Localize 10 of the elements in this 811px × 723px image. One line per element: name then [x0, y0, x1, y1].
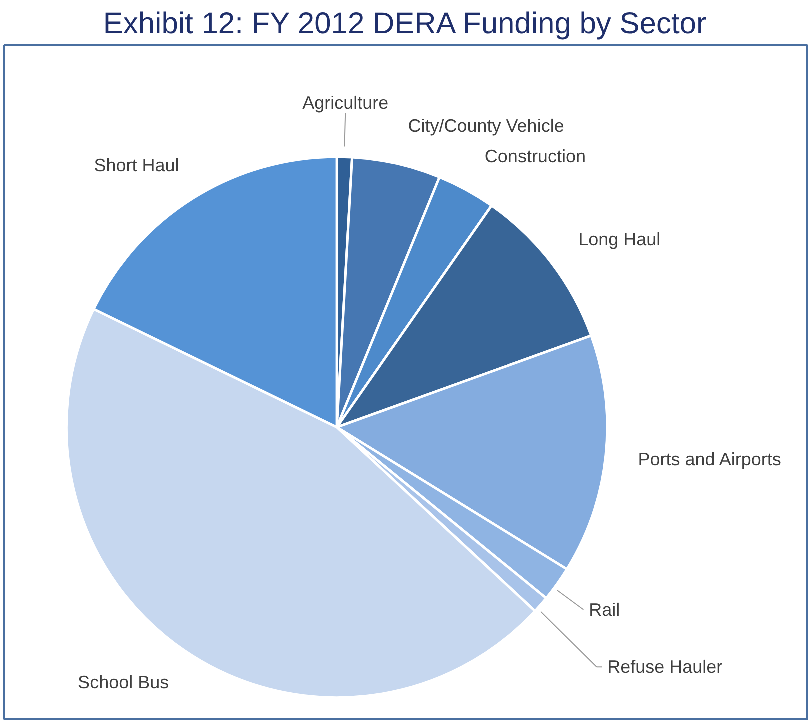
- slice-label: Refuse Hauler: [608, 657, 723, 678]
- slice-label: City/County Vehicle: [408, 116, 564, 136]
- slice-label: Rail: [589, 600, 620, 620]
- slice-label: Construction: [484, 146, 586, 166]
- slice-label: Agriculture: [302, 93, 389, 114]
- chart-title: Exhibit 12: FY 2012 DERA Funding by Sector: [103, 8, 706, 40]
- slice-label: Short Haul: [94, 156, 180, 176]
- slice-label: Ports and Airports: [638, 449, 782, 470]
- slice-label: School Bus: [78, 672, 170, 692]
- slice-label: Long Haul: [578, 230, 661, 250]
